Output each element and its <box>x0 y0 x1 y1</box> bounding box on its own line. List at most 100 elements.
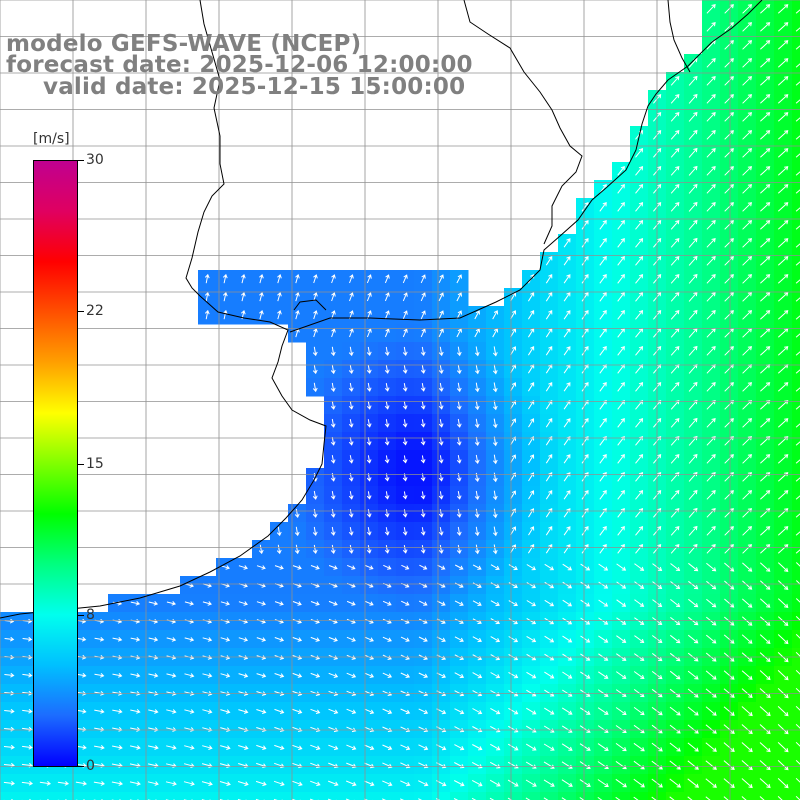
wind-arrow <box>472 672 483 679</box>
wind-arrow <box>760 292 771 302</box>
wind-arrow <box>364 600 374 606</box>
wind-arrow <box>364 672 375 678</box>
wind-arrow <box>705 778 717 788</box>
wind-speed-cell <box>792 432 800 451</box>
colorbar-tick <box>78 311 84 312</box>
wind-arrow <box>510 490 516 500</box>
wind-arrow <box>795 741 800 747</box>
wind-arrow <box>474 346 480 357</box>
wind-arrow <box>777 346 789 356</box>
wind-arrow <box>364 708 375 715</box>
wind-arrow <box>292 637 303 642</box>
wind-arrow <box>507 779 519 787</box>
wind-arrow <box>330 400 336 410</box>
wind-arrow <box>472 618 482 625</box>
wind-arrow <box>544 635 555 643</box>
wind-arrow <box>580 635 591 643</box>
wind-arrow <box>274 637 285 642</box>
wind-arrow <box>402 383 408 392</box>
wind-arrow <box>330 455 336 464</box>
wind-arrow <box>705 706 717 716</box>
wind-arrow <box>777 130 789 140</box>
wind-speed-cell <box>792 360 800 379</box>
wind-speed-cell <box>792 756 800 775</box>
wind-arrow <box>402 545 408 554</box>
wind-arrow <box>724 238 734 248</box>
wind-arrow <box>292 601 302 606</box>
wind-arrow <box>741 598 753 608</box>
wind-speed-cell <box>0 792 19 800</box>
wind-arrow <box>795 777 800 783</box>
wind-arrow <box>669 634 681 644</box>
wind-arrow <box>220 601 230 606</box>
colorbar-tick-label: 8 <box>86 607 95 623</box>
wind-arrow <box>330 508 336 518</box>
wind-arrow <box>420 401 426 410</box>
wind-arrow <box>348 346 354 357</box>
wind-arrow <box>330 364 336 375</box>
wind-arrow <box>346 780 357 787</box>
wind-arrow <box>366 545 372 554</box>
wind-arrow <box>544 707 555 715</box>
wind-speed-cell <box>792 54 800 73</box>
wind-arrow <box>130 673 141 678</box>
wind-arrow <box>579 779 591 787</box>
wind-arrow <box>456 292 462 302</box>
wind-arrow <box>418 744 429 751</box>
wind-arrow <box>437 564 446 570</box>
wind-speed-cell <box>792 522 800 541</box>
wind-speed-cell <box>702 792 721 800</box>
wind-arrow <box>795 45 800 50</box>
wind-arrow <box>166 637 177 642</box>
wind-arrow <box>724 58 734 68</box>
wind-arrow <box>777 418 789 428</box>
wind-arrow <box>795 297 800 302</box>
wind-arrow <box>313 310 318 320</box>
wind-arrow <box>4 708 15 714</box>
wind-arrow <box>438 310 444 320</box>
wind-arrow <box>561 761 573 769</box>
wind-arrow <box>615 689 627 697</box>
wind-arrow <box>581 453 589 464</box>
wind-arrow <box>795 261 800 266</box>
wind-arrow <box>777 4 789 14</box>
wind-arrow <box>759 688 771 699</box>
wind-arrow <box>21 780 33 786</box>
wind-arrow <box>273 780 285 787</box>
wind-arrow <box>581 489 589 500</box>
wind-arrow <box>312 490 318 500</box>
wind-arrow <box>742 346 753 356</box>
wind-arrow <box>687 796 693 800</box>
wind-arrow <box>366 509 372 518</box>
wind-arrow <box>454 600 464 606</box>
wind-arrow <box>525 743 537 751</box>
wind-arrow <box>328 744 339 751</box>
wind-arrow <box>742 526 753 536</box>
wind-speed-cell <box>792 180 800 199</box>
wind-arrow <box>795 117 800 122</box>
wind-arrow <box>687 778 700 788</box>
wind-arrow <box>724 526 734 536</box>
wind-arrow <box>742 220 753 230</box>
wind-arrow <box>438 364 444 374</box>
wind-arrow <box>474 418 480 429</box>
wind-speed-cell <box>234 792 253 800</box>
wind-arrow <box>420 346 426 356</box>
wind-arrow <box>94 672 105 678</box>
wind-arrow <box>617 237 625 248</box>
wind-arrow <box>490 636 501 643</box>
wind-speed-cell <box>162 792 181 800</box>
wind-arrow <box>148 673 159 678</box>
wind-speed-cell <box>792 594 800 613</box>
wind-arrow <box>777 796 783 800</box>
wind-arrow <box>492 526 498 537</box>
wind-arrow <box>635 165 644 176</box>
wind-arrow <box>543 779 555 787</box>
wind-arrow <box>490 707 501 715</box>
wind-arrow <box>742 94 753 104</box>
wind-arrow <box>348 509 354 518</box>
wind-arrow <box>670 382 680 392</box>
wind-arrow <box>402 310 408 320</box>
wind-arrow <box>366 364 372 374</box>
wind-arrow <box>741 760 753 771</box>
